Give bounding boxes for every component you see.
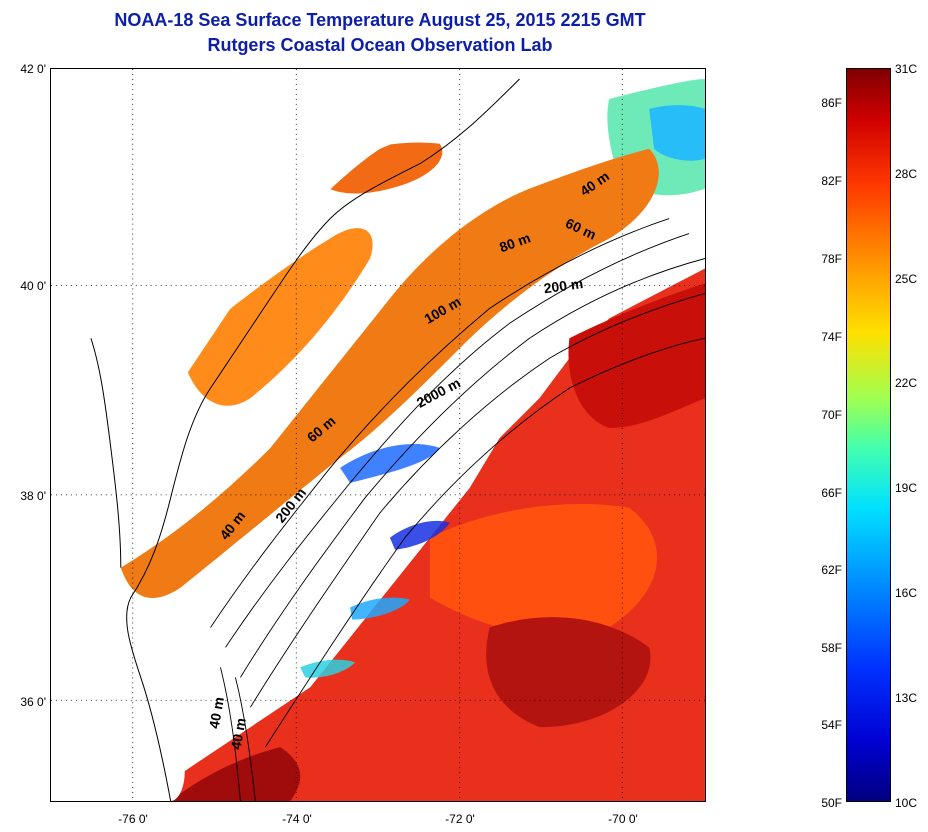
lat-label-36: 36 0' [20, 695, 46, 709]
chesapeake-bay-shore [90, 338, 122, 568]
land-mass-south [51, 587, 185, 801]
warm-water-patches [140, 268, 705, 801]
depth-label: 40 m [206, 696, 227, 730]
colorbar-f-label: 58F [821, 641, 842, 655]
title-line-1: NOAA-18 Sea Surface Temperature August 2… [114, 10, 646, 30]
colorbar-c-label: 16C [895, 586, 918, 600]
colorbar-f-label: 70F [821, 408, 842, 422]
colorbar-f-label: 62F [821, 563, 842, 577]
depth-label: 200 m [543, 275, 584, 296]
title-block: NOAA-18 Sea Surface Temperature August 2… [50, 8, 710, 58]
colorbar-f-label: 74F [821, 330, 842, 344]
colorbar-c-label: 31C [895, 62, 918, 76]
lon-label-74: -74 0' [282, 812, 312, 826]
depth-contours [210, 218, 705, 801]
lon-label-76: -76 0' [118, 812, 148, 826]
sst-map: 40 m 60 m 80 m 200 m 100 m 2000 m 60 m 2… [50, 68, 706, 802]
lon-label-72: -72 0' [445, 812, 475, 826]
lon-label-70: -70 0' [608, 812, 638, 826]
colorbar-c-label: 19C [895, 481, 918, 495]
lat-label-40: 40 0' [20, 279, 46, 293]
coastline [126, 78, 520, 801]
colorbar-c-label: 28C [895, 167, 918, 181]
colorbar-c-label: 22C [895, 376, 918, 390]
colorbar-f-label: 82F [821, 174, 842, 188]
title-line-2: Rutgers Coastal Ocean Observation Lab [207, 35, 553, 55]
lat-label-38: 38 0' [20, 489, 46, 503]
temperature-colorbar [846, 68, 891, 802]
depth-label: 40 m [228, 717, 249, 751]
colorbar-f-label: 66F [821, 486, 842, 500]
colorbar-c-label: 25C [895, 272, 918, 286]
land-mass [51, 69, 490, 588]
sst-map-svg: 40 m 60 m 80 m 200 m 100 m 2000 m 60 m 2… [51, 69, 705, 801]
colorbar-f-label: 78F [821, 252, 842, 266]
colorbar-f-label: 50F [821, 796, 842, 810]
colorbar-c-label: 10C [895, 796, 918, 810]
colorbar-f-label: 54F [821, 718, 842, 732]
colorbar-f-label: 86F [821, 96, 842, 110]
lat-label-42: 42 0' [20, 62, 46, 76]
colorbar-c-label: 13C [895, 691, 918, 705]
